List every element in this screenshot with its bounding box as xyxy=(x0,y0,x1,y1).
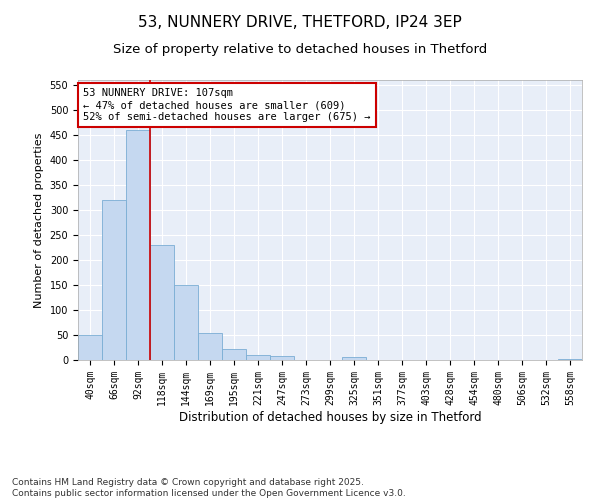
Bar xyxy=(222,349,246,360)
Text: 53 NUNNERY DRIVE: 107sqm
← 47% of detached houses are smaller (609)
52% of semi-: 53 NUNNERY DRIVE: 107sqm ← 47% of detach… xyxy=(83,88,371,122)
Y-axis label: Number of detached properties: Number of detached properties xyxy=(34,132,44,308)
Bar xyxy=(198,332,222,360)
Bar xyxy=(126,130,150,360)
Bar xyxy=(102,200,126,360)
Bar xyxy=(78,335,102,360)
Bar xyxy=(246,355,270,360)
X-axis label: Distribution of detached houses by size in Thetford: Distribution of detached houses by size … xyxy=(179,410,481,424)
Bar xyxy=(150,245,174,360)
Text: Size of property relative to detached houses in Thetford: Size of property relative to detached ho… xyxy=(113,42,487,56)
Bar xyxy=(270,356,294,360)
Bar xyxy=(558,358,582,360)
Text: Contains HM Land Registry data © Crown copyright and database right 2025.
Contai: Contains HM Land Registry data © Crown c… xyxy=(12,478,406,498)
Bar xyxy=(342,357,366,360)
Text: 53, NUNNERY DRIVE, THETFORD, IP24 3EP: 53, NUNNERY DRIVE, THETFORD, IP24 3EP xyxy=(138,15,462,30)
Bar xyxy=(174,285,198,360)
